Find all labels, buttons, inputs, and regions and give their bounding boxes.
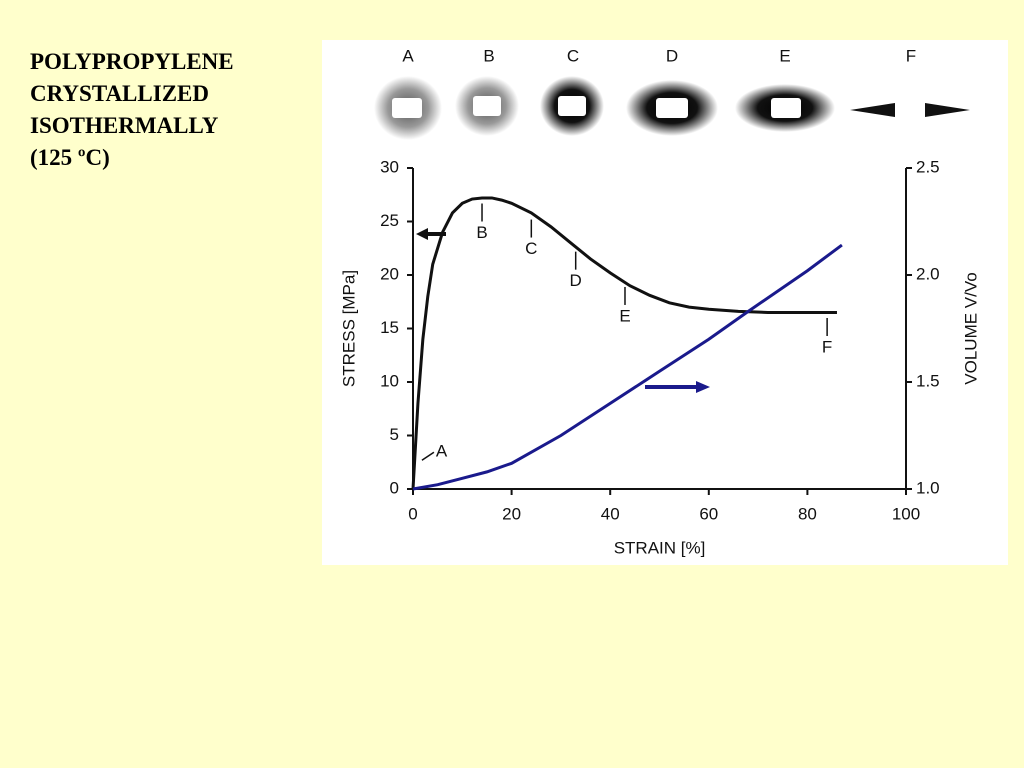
pattern-label: B xyxy=(483,46,494,65)
annotation-label: D xyxy=(570,271,582,290)
y-tick-label: 15 xyxy=(380,318,399,337)
series-line xyxy=(411,196,837,490)
x-tick-label: 100 xyxy=(892,504,920,523)
x-tick-label: 20 xyxy=(502,504,521,523)
y2-axis-title: VOLUME V/Vo xyxy=(961,272,980,384)
pattern-label: D xyxy=(666,46,678,65)
x-axis-title: STRAIN [%] xyxy=(614,538,706,557)
y-tick-label: 5 xyxy=(390,425,399,444)
y2-tick-label: 1.0 xyxy=(916,478,940,497)
x-tick-label: 60 xyxy=(699,504,718,523)
y-axis-title: STRESS [MPa] xyxy=(339,270,358,387)
scattering-patterns xyxy=(374,76,970,140)
x-tick-label: 0 xyxy=(408,504,417,523)
beamstops xyxy=(392,96,801,118)
y2-tick-label: 2.0 xyxy=(916,264,940,283)
slide-title: POLYPROPYLENE CRYSTALLIZED ISOTHERMALLY … xyxy=(30,46,234,174)
y-tick-label: 0 xyxy=(390,478,399,497)
pattern xyxy=(850,103,970,117)
pattern-label: C xyxy=(567,46,579,65)
y-tick-label: 10 xyxy=(380,371,399,390)
annotation-label: C xyxy=(525,239,537,258)
series-line xyxy=(412,243,843,491)
x-tick-label: 80 xyxy=(798,504,817,523)
y2-tick-label: 2.5 xyxy=(916,157,940,176)
annotation-label: F xyxy=(822,337,832,356)
pattern-label: E xyxy=(779,46,790,65)
pattern-label: F xyxy=(906,46,916,65)
annotation-label: E xyxy=(619,306,630,325)
y-tick-label: 30 xyxy=(380,157,399,176)
pattern-label: A xyxy=(402,46,414,65)
arrow-left-head xyxy=(416,228,428,240)
x-tick-label: 40 xyxy=(601,504,620,523)
y-tick-label: 20 xyxy=(380,264,399,283)
annotation-label: B xyxy=(476,223,487,242)
annotation-label: A xyxy=(436,442,448,461)
title-line: ISOTHERMALLY xyxy=(30,113,219,138)
title-line: CRYSTALLIZED xyxy=(30,81,209,106)
y-tick-label: 25 xyxy=(380,211,399,230)
annotation-marker xyxy=(421,451,435,461)
arrow-right-head xyxy=(696,381,710,393)
y2-tick-label: 1.5 xyxy=(916,371,940,390)
title-line: POLYPROPYLENE xyxy=(30,49,234,74)
title-line: (125 ºC) xyxy=(30,145,110,170)
